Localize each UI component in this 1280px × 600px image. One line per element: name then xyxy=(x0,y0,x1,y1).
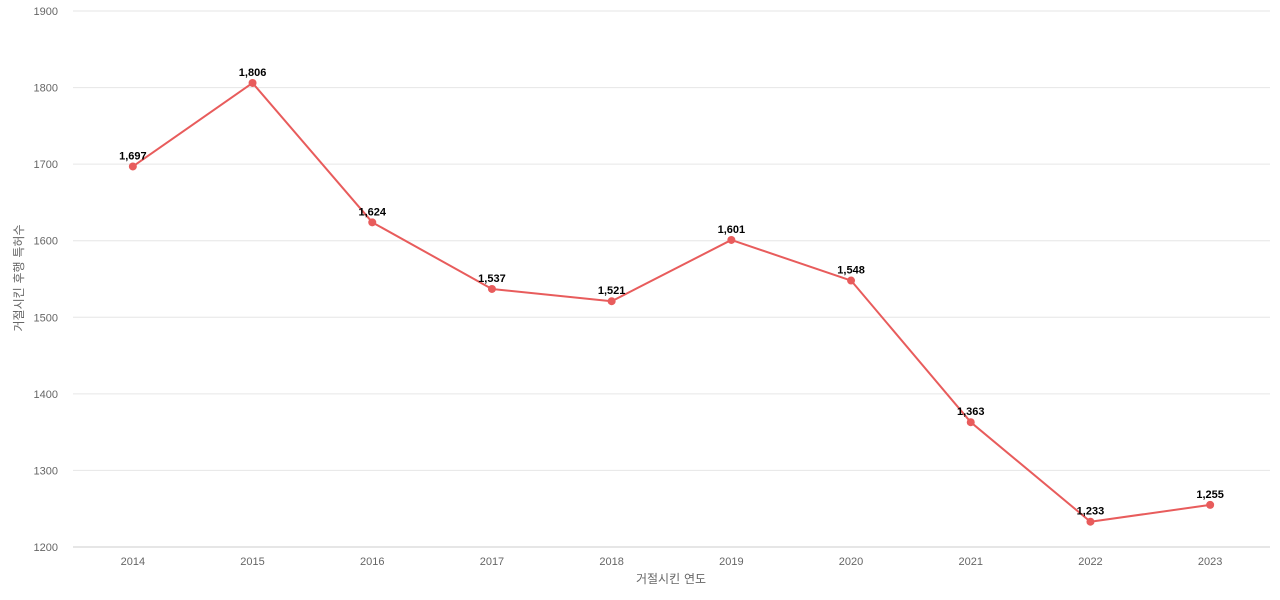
x-tick-label: 2014 xyxy=(121,556,145,568)
data-label: 1,624 xyxy=(358,206,386,218)
data-point[interactable] xyxy=(1086,517,1095,526)
x-axis-ticks: 2014 2015 2016 2017 2018 2019 2020 2021 2022 2023 xyxy=(121,556,1223,568)
data-label: 1,806 xyxy=(239,67,267,79)
data-label: 1,233 xyxy=(1077,506,1105,518)
x-tick-label: 2020 xyxy=(839,556,863,568)
data-label: 1,601 xyxy=(718,224,746,236)
data-label: 1,537 xyxy=(478,273,506,285)
y-axis-title: 거절시킨 후행 특허수 xyxy=(11,225,26,332)
y-tick-label: 1600 xyxy=(34,236,58,248)
data-point[interactable] xyxy=(128,162,137,171)
y-tick-label: 1400 xyxy=(34,389,58,401)
series-line xyxy=(132,81,1211,523)
x-tick-label: 2016 xyxy=(360,556,384,568)
x-tick-label: 2023 xyxy=(1198,556,1222,568)
data-label: 1,363 xyxy=(957,406,985,418)
data-point[interactable] xyxy=(847,276,856,285)
series-layer xyxy=(128,78,1215,526)
data-label: 1,255 xyxy=(1196,489,1224,501)
y-tick-label: 1900 xyxy=(34,6,58,18)
data-point[interactable] xyxy=(248,78,257,87)
y-tick-label: 1300 xyxy=(34,465,58,477)
data-point[interactable] xyxy=(487,284,496,293)
data-label: 1,697 xyxy=(119,150,147,162)
grid-lines xyxy=(73,10,1270,548)
x-tick-label: 2022 xyxy=(1078,556,1102,568)
x-tick-label: 2021 xyxy=(959,556,983,568)
y-tick-label: 1800 xyxy=(34,83,58,95)
x-tick-label: 2017 xyxy=(480,556,504,568)
data-label: 1,548 xyxy=(837,265,865,277)
data-label: 1,521 xyxy=(598,285,626,297)
x-tick-label: 2019 xyxy=(719,556,743,568)
x-tick-label: 2015 xyxy=(240,556,264,568)
y-tick-label: 1200 xyxy=(34,542,58,554)
y-tick-label: 1700 xyxy=(34,159,58,171)
data-point[interactable] xyxy=(966,418,975,427)
y-tick-label: 1500 xyxy=(34,312,58,324)
data-point[interactable] xyxy=(727,235,736,244)
data-point[interactable] xyxy=(607,297,616,306)
data-point[interactable] xyxy=(368,218,377,227)
data-labels: 1,697 1,806 1,624 1,537 1,521 1,601 1,548 1,363… xyxy=(119,67,1224,518)
y-axis-ticks: 1200 1300 1400 1500 1600 1700 1800 1900 xyxy=(34,6,58,554)
x-axis-title: 거절시킨 연도 xyxy=(636,572,706,586)
data-point[interactable] xyxy=(1206,500,1215,509)
x-tick-label: 2018 xyxy=(599,556,623,568)
